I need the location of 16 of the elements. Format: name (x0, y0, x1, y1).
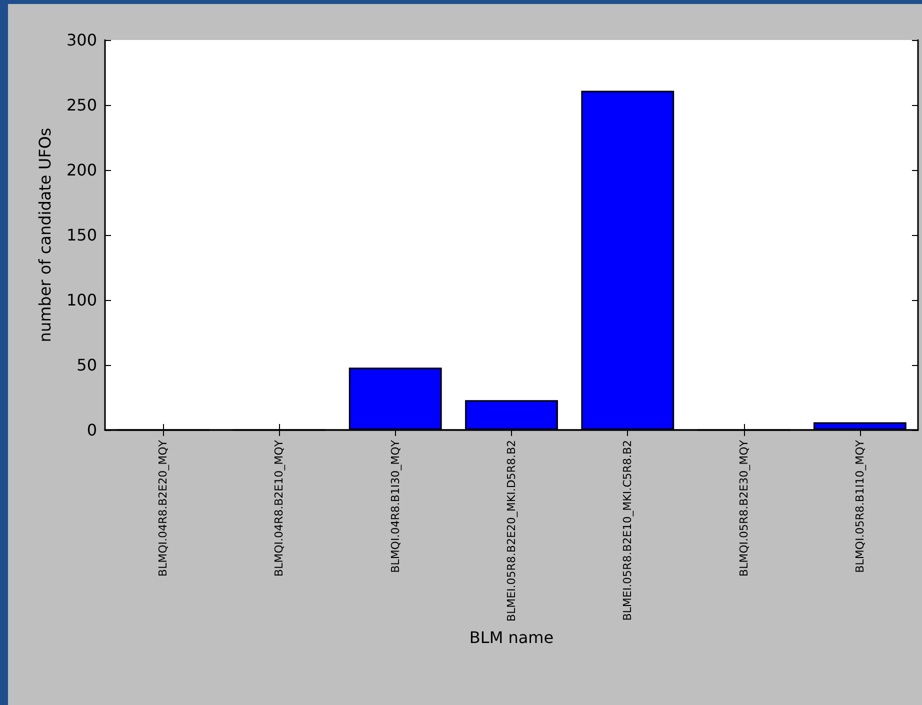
x-tick-label: BLMQI.05R8.B1I10_MQY (853, 440, 866, 573)
y-tick-label: 100 (66, 290, 97, 310)
x-tick-label: BLMQI.05R8.B2E30_MQY (737, 440, 750, 577)
x-tick-label: BLMEI.05R8.B2E20_MKI.D5R8.B2 (505, 440, 518, 622)
x-tick-label: BLMQI.04R8.B2E10_MQY (272, 440, 286, 577)
y-tick-label: 50 (76, 356, 97, 374)
y-tick-label: 150 (66, 226, 97, 244)
y-tick-label: 0 (86, 420, 97, 440)
x-tick-label: BLMQI.04R8.B1I30_MQY (388, 440, 402, 573)
x-axis-title: BLM name (469, 628, 554, 647)
x-tick-label: BLMQI.04R8.B2E20_MQY (156, 440, 170, 577)
y-tick-label: 300 (66, 30, 97, 50)
y-axis-title: number of candidate UFOs (36, 128, 54, 342)
y-tick-label: 250 (66, 96, 97, 114)
x-tick-label: BLMEI.05R8.B2E10_MKI.C5R8.B2 (621, 440, 634, 621)
y-tick-label: 200 (66, 160, 97, 180)
